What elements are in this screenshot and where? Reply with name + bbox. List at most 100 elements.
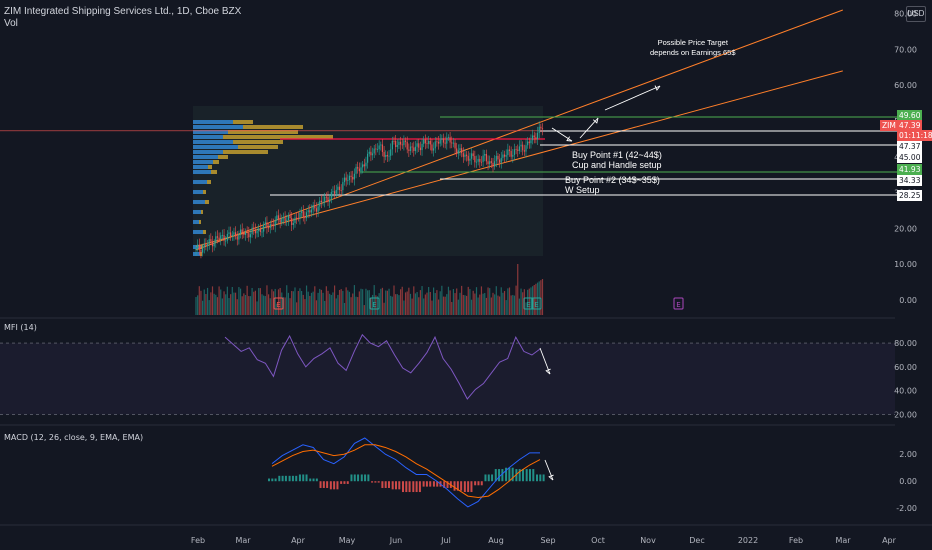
candle-body xyxy=(215,236,217,243)
candle-body xyxy=(272,224,275,227)
candle-body xyxy=(307,210,309,213)
volume-bar xyxy=(439,291,441,315)
macd-histogram-bar xyxy=(528,469,531,482)
macd-histogram-bar xyxy=(539,474,542,482)
volume-bar xyxy=(368,290,370,315)
candle-body xyxy=(338,186,341,191)
volume-bar xyxy=(362,289,364,315)
candle-body xyxy=(274,220,276,227)
macd-label: MACD (12, 26, close, 9, EMA, EMA) xyxy=(4,433,143,442)
volume-bar xyxy=(451,301,453,315)
volume-bar xyxy=(281,292,283,315)
candle-body xyxy=(480,161,483,163)
candle-body xyxy=(398,141,400,146)
volume-bar xyxy=(211,286,214,315)
volume-bar xyxy=(241,296,243,315)
candle-body xyxy=(395,141,397,148)
volume-bar xyxy=(386,290,388,315)
volume-bar xyxy=(419,290,421,315)
time-axis-tick: Dec xyxy=(689,536,704,545)
candle-body xyxy=(449,137,451,143)
candle-body xyxy=(238,233,240,240)
macd-histogram-bar xyxy=(532,469,535,482)
macd-histogram-bar xyxy=(491,474,494,482)
macd-histogram-bar xyxy=(329,481,332,490)
candle-body xyxy=(497,155,499,160)
volume-bar xyxy=(352,293,354,315)
candle-body xyxy=(470,153,473,159)
macd-histogram-bar xyxy=(268,478,270,482)
macd-histogram-bar xyxy=(371,481,374,483)
price-tag-28-25: 28.25 xyxy=(897,190,923,201)
candle-body xyxy=(230,232,232,237)
currency-button[interactable]: USD xyxy=(906,6,926,22)
volume-bar xyxy=(205,293,207,315)
candle-body xyxy=(357,166,359,169)
candle-body xyxy=(383,152,385,157)
volume-bar xyxy=(251,287,253,315)
target-arrow-head xyxy=(654,85,661,91)
volume-bar xyxy=(332,292,334,315)
earnings-marker-label: E xyxy=(534,301,538,309)
candle-body xyxy=(226,233,228,241)
volume-bar xyxy=(304,299,306,315)
price-axis-tick: 80.00 xyxy=(894,10,917,19)
volume-bar xyxy=(274,288,276,315)
candle-body xyxy=(469,158,471,161)
volume-bar xyxy=(360,288,362,315)
macd-histogram-bar xyxy=(484,474,487,482)
candle-body xyxy=(441,138,443,140)
volume-bar xyxy=(220,289,222,315)
macd-histogram-bar xyxy=(494,469,497,482)
time-axis-tick: Mar xyxy=(835,536,851,545)
volume-bar xyxy=(347,290,349,315)
volume-bar xyxy=(472,290,474,315)
volume-bar xyxy=(479,294,481,315)
pullback-arrow xyxy=(551,127,573,142)
candle-body xyxy=(530,140,532,144)
candle-body xyxy=(281,218,283,223)
volume-bar xyxy=(286,285,288,315)
volume-profile-bar xyxy=(193,160,213,164)
macd-arrow-head xyxy=(548,474,554,481)
candle-body xyxy=(221,235,223,236)
symbol-tag: ZIM xyxy=(880,120,898,131)
time-axis-tick: Nov xyxy=(640,536,656,545)
volume-profile-bar xyxy=(193,125,243,129)
macd-histogram-bar xyxy=(377,481,380,483)
macd-histogram-bar xyxy=(391,481,394,490)
candle-body xyxy=(258,228,260,231)
volume-bar xyxy=(206,287,209,315)
candle-body xyxy=(467,155,469,161)
price-axis-tick: 70.00 xyxy=(894,45,917,54)
mfi-axis-tick: 60.00 xyxy=(894,363,917,372)
macd-histogram-bar xyxy=(291,475,294,482)
macd-histogram-bar xyxy=(402,481,404,493)
volume-bar xyxy=(305,285,308,315)
volume-bar xyxy=(540,280,542,315)
candle-body xyxy=(477,158,479,162)
candle-body xyxy=(376,149,379,150)
candle-body xyxy=(358,168,360,172)
time-axis-tick: May xyxy=(339,536,356,545)
candle-body xyxy=(464,154,466,157)
candle-body xyxy=(517,149,519,151)
volume-bar xyxy=(327,290,329,315)
macd-histogram-bar xyxy=(498,469,501,482)
candle-body xyxy=(433,148,435,151)
time-axis-tick: Aug xyxy=(488,536,504,545)
candle-body xyxy=(310,209,313,213)
candle-body xyxy=(466,154,468,156)
volume-bar xyxy=(452,289,454,315)
macd-histogram-bar xyxy=(480,481,483,486)
volume-bar xyxy=(248,296,250,315)
candle-body xyxy=(317,206,319,212)
price-tag-45: 45.00 xyxy=(897,152,923,163)
candle-body xyxy=(492,162,494,167)
symbol-title[interactable]: ZIM Integrated Shipping Services Ltd., 1… xyxy=(4,6,242,17)
candle-body xyxy=(487,161,489,165)
volume-bar xyxy=(409,293,412,315)
time-axis-tick: Mar xyxy=(235,536,251,545)
macd-histogram-bar xyxy=(336,481,339,490)
